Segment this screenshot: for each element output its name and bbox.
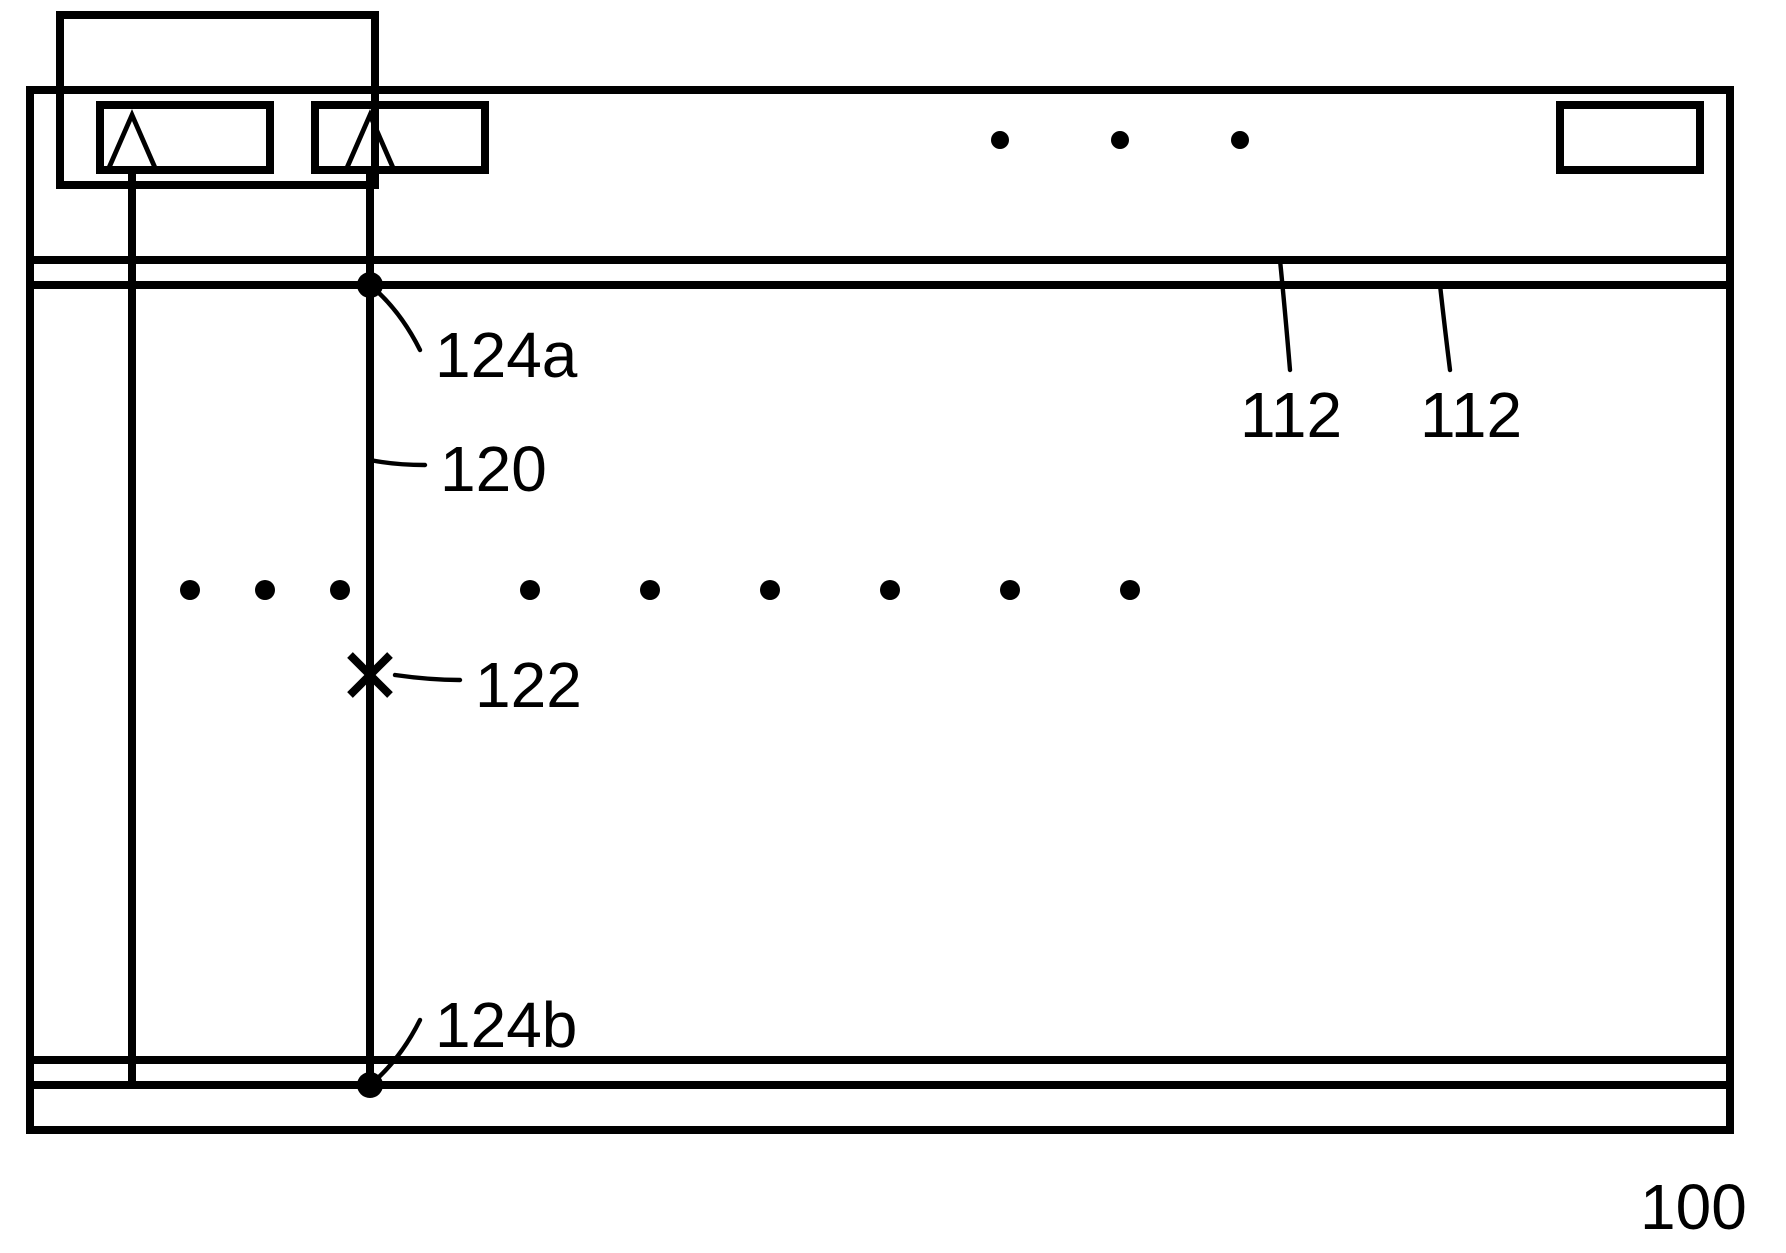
- label-122: 122: [475, 648, 582, 722]
- label-100: 100: [1640, 1170, 1747, 1244]
- diagram-svg: [0, 0, 1786, 1253]
- label-124b: 124b: [435, 988, 577, 1062]
- diagram-canvas: 124a 120 122 124b 112 112 100: [0, 0, 1786, 1253]
- label-112-a: 112: [1240, 378, 1342, 452]
- label-124a: 124a: [435, 318, 577, 392]
- label-120: 120: [440, 432, 547, 506]
- label-112-b: 112: [1420, 378, 1522, 452]
